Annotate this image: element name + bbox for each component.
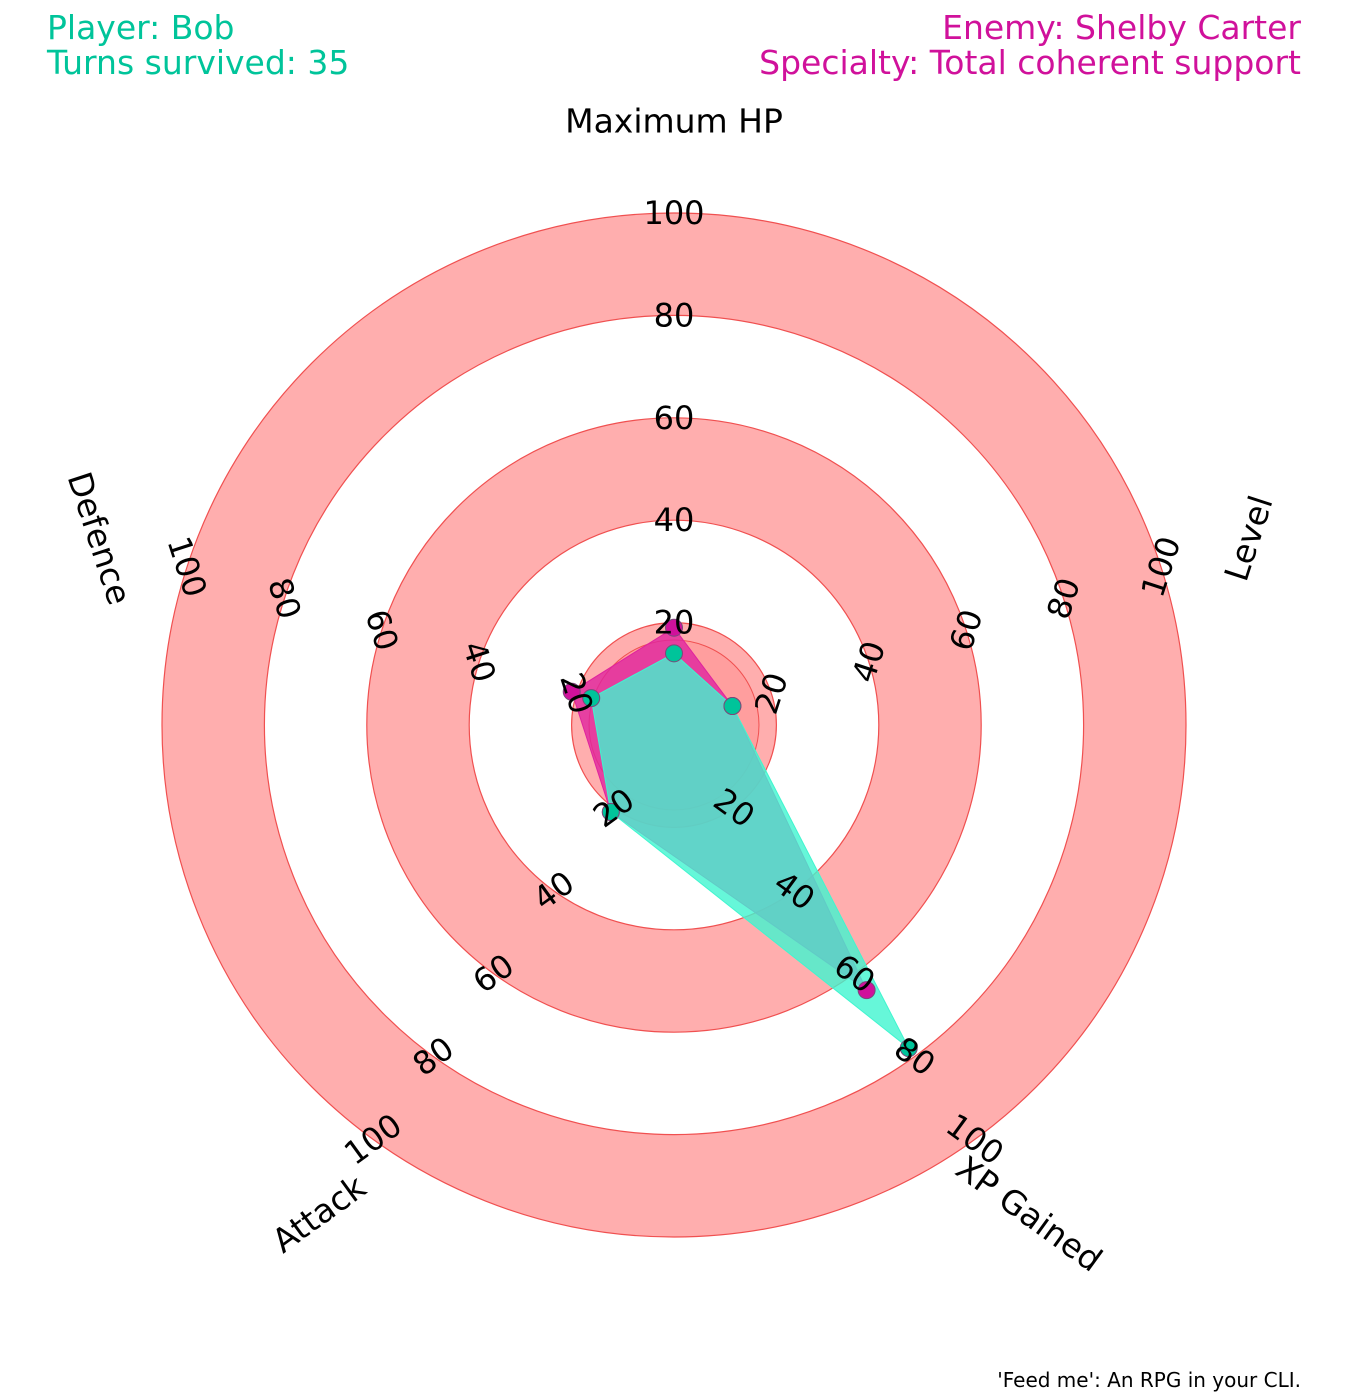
series-point-player-bob-maximum-hp — [665, 644, 683, 663]
player-name: Player: Bob — [47, 8, 235, 47]
series-point-player-bob-level — [723, 697, 742, 716]
tick-label-maximum-hp-80: 80 — [654, 296, 695, 334]
series-point-player-bob-attack — [601, 802, 620, 821]
axis-label-maximum-hp: Maximum HP — [565, 101, 783, 140]
axis-label-attack: Attack — [265, 1167, 374, 1261]
tick-label-maximum-hp-60: 60 — [654, 399, 695, 437]
tick-label-maximum-hp-100: 100 — [643, 194, 704, 232]
tick-label-maximum-hp-20: 20 — [654, 604, 695, 642]
enemy-info: Enemy: Shelby Carter Specialty: Total co… — [759, 10, 1301, 80]
enemy-specialty: Specialty: Total coherent support — [759, 43, 1301, 82]
series-point-player-bob-xp-gained — [899, 1039, 918, 1058]
enemy-name: Enemy: Shelby Carter — [942, 8, 1301, 47]
axis-label-level: Level — [1217, 491, 1281, 586]
series-area-player-bob — [590, 652, 910, 1049]
series-point-enemy-shelby-carter-xp-gained — [857, 981, 876, 1000]
axis-label-defence: Defence — [60, 467, 139, 609]
series-point-enemy-shelby-carter-defence — [562, 682, 581, 701]
axis-label-xp-gained: XP Gained — [949, 1148, 1110, 1280]
series-point-player-bob-defence — [582, 689, 601, 708]
footer-caption: 'Feed me': An RPG in your CLI. — [997, 1368, 1301, 1392]
turns-survived: Turns survived: 35 — [47, 43, 350, 82]
radar-series — [562, 618, 918, 1058]
tick-label-maximum-hp-40: 40 — [654, 501, 695, 539]
player-info: Player: Bob Turns survived: 35 — [47, 10, 349, 80]
series-point-enemy-shelby-carter-maximum-hp — [665, 618, 683, 637]
